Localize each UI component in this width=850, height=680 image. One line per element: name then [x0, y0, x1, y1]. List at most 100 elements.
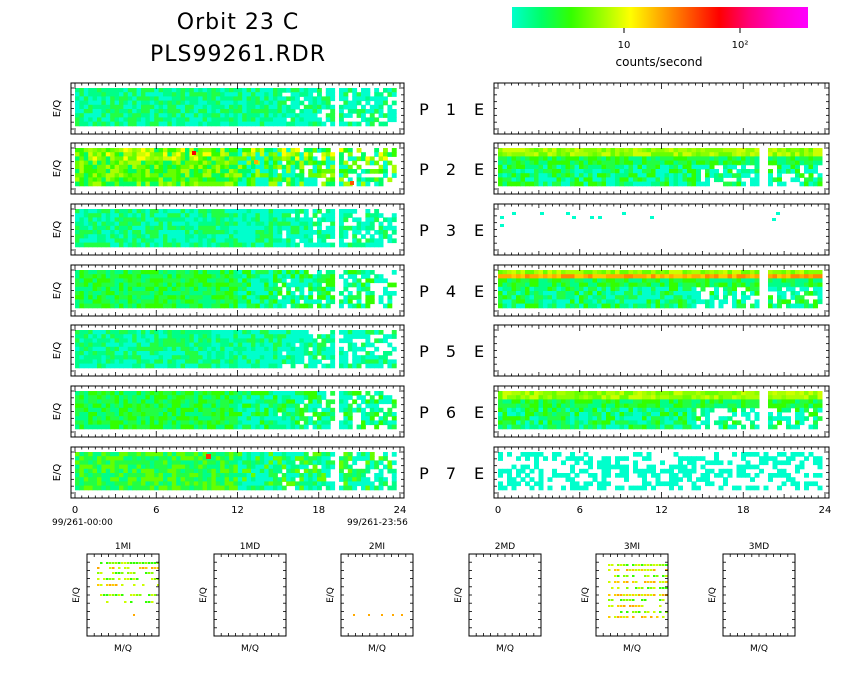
heat-cell [317, 225, 322, 231]
heat-cell [97, 424, 102, 430]
heat-cell [251, 177, 256, 183]
heat-cell [795, 156, 800, 162]
heat-cell [198, 109, 204, 114]
heat-cell [273, 420, 278, 426]
heat-cell [154, 291, 160, 296]
heat-cell [110, 181, 116, 187]
heat-cell [525, 420, 530, 426]
heat-cell [145, 270, 151, 275]
heat-cell [356, 424, 362, 430]
heat-cell [374, 88, 380, 93]
heat-cell [786, 303, 791, 309]
heat-cell [325, 217, 331, 223]
heat-cell [592, 403, 598, 409]
heat-cell [534, 399, 539, 405]
heat-cell [295, 351, 300, 356]
heat-cell [176, 299, 182, 305]
heat-cell [171, 391, 177, 396]
heat-cell [141, 169, 146, 174]
heat-cell [105, 113, 111, 118]
heat-cell [92, 117, 98, 123]
heat-cell [141, 160, 146, 166]
heat-cell [88, 209, 94, 214]
heat-cell [339, 221, 344, 227]
heat-cell [321, 121, 327, 127]
heat-cell [633, 181, 638, 187]
heat-cell [529, 173, 535, 178]
heat-cell [691, 177, 697, 183]
heat-cell [646, 169, 652, 174]
heat-cell [646, 286, 652, 292]
heat-cell [317, 295, 322, 300]
heat-cell [286, 238, 292, 244]
heat-cell [75, 121, 80, 127]
heat-cell [268, 230, 274, 235]
heat-cell [325, 412, 331, 417]
heat-cell [127, 121, 133, 127]
heat-cell [268, 403, 274, 409]
heat-cell [79, 109, 85, 114]
heat-cell [211, 164, 217, 170]
heat-cell [817, 291, 823, 296]
heat-cell [215, 121, 221, 127]
heat-cell [79, 299, 85, 305]
heat-cell [224, 221, 230, 227]
heat-cell [229, 242, 234, 248]
heat-cell [123, 346, 129, 352]
heat-cell [286, 286, 292, 292]
heat-cell [597, 274, 602, 279]
heat-cell [339, 209, 344, 214]
heat-cell [547, 164, 553, 170]
heat-cell [556, 407, 562, 413]
heat-cell [136, 209, 142, 214]
heat-cell [561, 177, 566, 183]
heat-cell [673, 274, 679, 279]
heat-cell [229, 230, 234, 235]
heat-cell [198, 346, 204, 352]
heat-cell [369, 104, 375, 110]
heat-cell [312, 109, 318, 114]
heat-cell [101, 173, 107, 178]
heat-cell [673, 303, 679, 309]
heat-cell [592, 169, 598, 174]
heat-cell [110, 278, 116, 284]
heat-cell [198, 209, 204, 214]
heat-cell [579, 164, 584, 170]
heat-cell [687, 278, 692, 284]
heat-cell [669, 148, 674, 153]
heat-cell [233, 412, 239, 417]
heat-cell [290, 395, 296, 400]
heat-cell [308, 238, 314, 244]
heat-cell [299, 209, 305, 214]
heat-cell [556, 424, 562, 430]
heat-cell [123, 238, 129, 244]
heat-cell [365, 355, 371, 360]
heat-cell [547, 169, 553, 174]
heat-cell [163, 299, 168, 305]
heat-cell [592, 412, 598, 417]
heat-cell [167, 403, 173, 409]
heat-cell [167, 291, 173, 296]
heat-cell [691, 173, 697, 178]
heat-cell [167, 420, 173, 426]
heat-cell [105, 420, 111, 426]
heat-cell [570, 416, 575, 421]
heat-cell [295, 242, 300, 248]
heat-cell [383, 173, 388, 178]
heat-cell [615, 173, 620, 178]
heat-cell [171, 407, 177, 413]
heat-cell [365, 160, 371, 166]
heat-cell [75, 238, 80, 244]
heat-cell [343, 230, 349, 235]
heat-cell [220, 270, 226, 275]
heat-cell [391, 100, 397, 106]
heat-cell [176, 416, 182, 421]
heat-cell [347, 330, 353, 335]
heat-cell [502, 299, 508, 305]
heat-cell [583, 169, 589, 174]
heat-cell [610, 181, 616, 187]
heat-cell [176, 109, 182, 114]
heat-cell [511, 164, 517, 170]
heat-cell [714, 270, 719, 275]
heat-cell [606, 416, 611, 421]
